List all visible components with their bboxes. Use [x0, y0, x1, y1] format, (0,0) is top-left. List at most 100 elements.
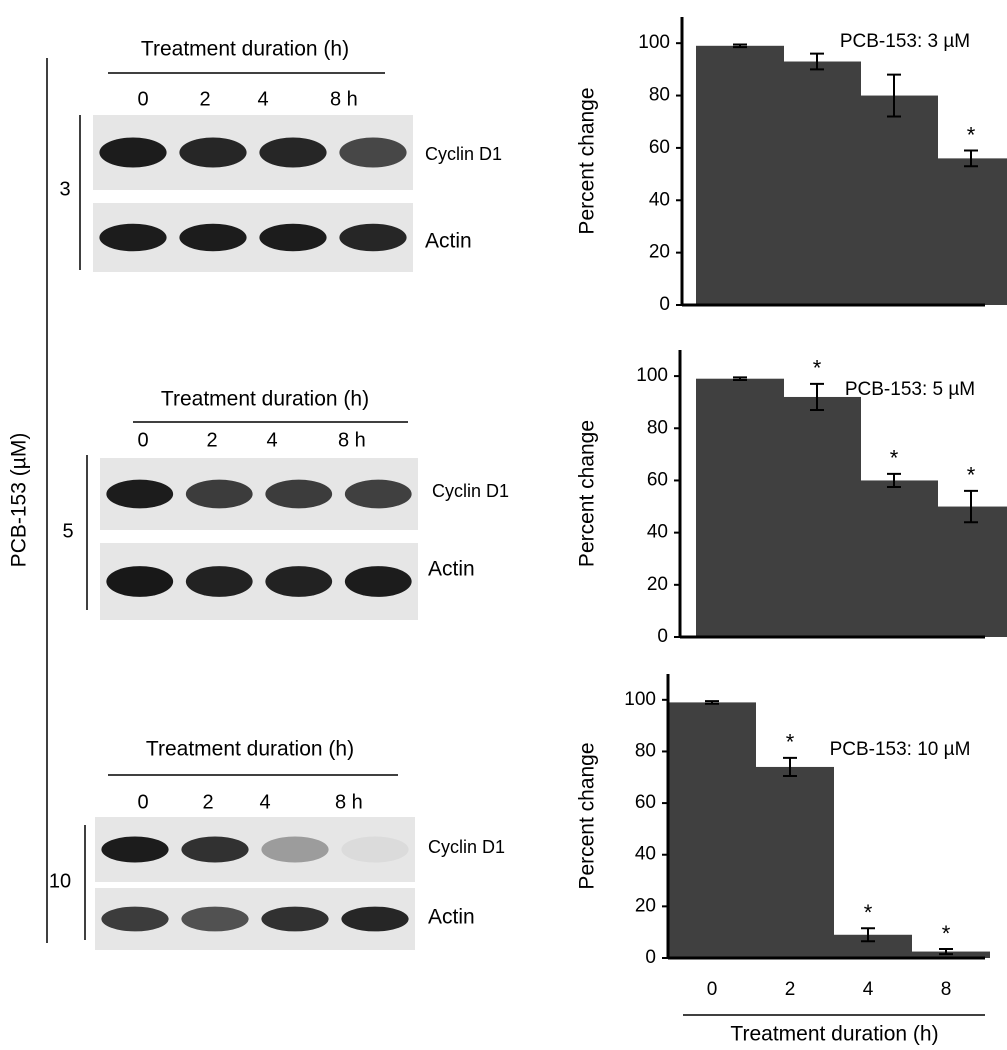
- lane-label: 0: [137, 791, 148, 813]
- significance: *: [813, 356, 822, 381]
- significance: *: [967, 122, 976, 147]
- x-tick-label: 8: [941, 979, 952, 1000]
- bar: [824, 934, 912, 958]
- row-label: Actin: [428, 558, 475, 581]
- error-bar: [964, 149, 978, 168]
- y-tick-label: 0: [645, 947, 656, 968]
- lane-label: 0: [137, 88, 148, 110]
- error-bar: [861, 927, 875, 943]
- lane-label: 2: [202, 791, 213, 813]
- lane-label: 8 h: [338, 429, 366, 451]
- significance: *: [864, 900, 873, 925]
- band: [261, 906, 329, 932]
- y-tick-label: 80: [649, 85, 670, 106]
- y-tick-label: 80: [647, 417, 668, 438]
- row-label: Cyclin D1: [428, 837, 505, 857]
- blot-xlabel: Treatment duration (h): [141, 38, 349, 61]
- band: [181, 836, 249, 863]
- x-tick-label: 4: [863, 979, 874, 1000]
- bar: [696, 45, 784, 306]
- error-bar: [733, 376, 747, 382]
- annotation: PCB-153: 5 µM: [845, 379, 975, 400]
- error-bar: [964, 489, 978, 524]
- bar: [773, 61, 861, 305]
- bar: [927, 506, 1007, 637]
- annotation: PCB-153: 3 µM: [840, 31, 970, 52]
- x-tick-label: 0: [707, 979, 718, 1000]
- lane-label: 4: [266, 429, 277, 451]
- band: [179, 223, 247, 252]
- error-bar: [887, 73, 901, 118]
- band: [179, 137, 247, 168]
- error-bar: [810, 52, 824, 71]
- lane-label: 8 h: [335, 791, 363, 813]
- error-bar: [939, 947, 953, 956]
- band: [339, 223, 407, 252]
- error-bar: [810, 382, 824, 412]
- band: [344, 479, 412, 509]
- y-tick-label: 100: [624, 689, 656, 710]
- y-tick-label: 80: [635, 740, 656, 761]
- lane-label: 2: [199, 88, 210, 110]
- bar: [746, 766, 834, 958]
- row-label: Cyclin D1: [432, 481, 509, 501]
- y-tick-label: 0: [657, 626, 668, 647]
- y-tick-label: 0: [659, 294, 670, 315]
- band: [339, 137, 407, 168]
- band: [344, 566, 412, 597]
- y-tick-label: 20: [649, 242, 670, 263]
- band: [181, 906, 249, 932]
- y-tick-label: 60: [649, 137, 670, 158]
- bar: [927, 158, 1007, 305]
- bar: [850, 95, 938, 305]
- band: [99, 223, 167, 252]
- band: [101, 906, 169, 932]
- band: [341, 836, 409, 863]
- bar: [668, 702, 756, 958]
- y-axis-label: Percent change: [576, 420, 599, 567]
- band: [99, 137, 167, 168]
- lane-label: 2: [206, 429, 217, 451]
- band: [101, 836, 169, 863]
- error-bar: [783, 756, 797, 777]
- concentration: 5: [62, 520, 73, 542]
- concentration: 10: [49, 870, 71, 892]
- row-label: Actin: [428, 906, 475, 929]
- lane-label: 0: [137, 429, 148, 451]
- band: [341, 906, 409, 932]
- y-axis-label: Percent change: [576, 87, 599, 234]
- y-tick-label: 100: [638, 32, 670, 53]
- error-bar: [733, 43, 747, 49]
- y-tick-label: 40: [635, 844, 656, 865]
- band: [261, 836, 329, 863]
- lane-label: 4: [259, 791, 270, 813]
- significance: *: [786, 730, 795, 755]
- blot-ylabel: PCB-153 (µM): [8, 433, 31, 568]
- y-tick-label: 20: [647, 574, 668, 595]
- band: [259, 223, 327, 252]
- x-axis-label: Treatment duration (h): [730, 1023, 938, 1046]
- y-axis-label: Percent change: [576, 742, 599, 889]
- band: [265, 566, 333, 597]
- band: [106, 566, 174, 597]
- significance: *: [890, 446, 899, 471]
- band: [185, 566, 253, 597]
- x-tick-label: 2: [785, 979, 796, 1000]
- band: [259, 137, 327, 168]
- bar: [850, 480, 938, 637]
- lane-label: 4: [257, 88, 268, 110]
- band: [265, 479, 333, 509]
- error-bar: [887, 472, 901, 488]
- band: [185, 479, 253, 509]
- row-label: Cyclin D1: [425, 144, 502, 164]
- bar: [773, 396, 861, 637]
- concentration: 3: [59, 178, 70, 200]
- y-tick-label: 40: [647, 522, 668, 543]
- significance: *: [967, 463, 976, 488]
- error-bar: [705, 700, 719, 705]
- y-tick-label: 60: [647, 469, 668, 490]
- bar: [696, 378, 784, 637]
- blot-xlabel: Treatment duration (h): [146, 738, 354, 761]
- lane-label: 8 h: [330, 88, 358, 110]
